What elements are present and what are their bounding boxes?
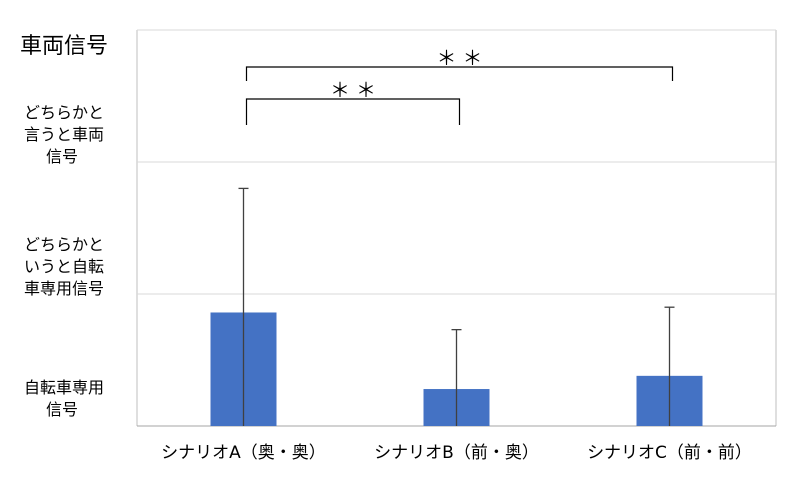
y-tick-label: どちらかというと自転車専用信号: [24, 235, 104, 298]
x-tick-label: シナリオB（前・奥）: [374, 443, 539, 463]
x-tick-labels: シナリオA（奥・奥） シナリオB（前・奥） シナリオC（前・前）: [161, 443, 752, 463]
y-tick-label: どちらかと言うと車両信号: [24, 103, 104, 166]
significance-brackets: ＊＊ ＊＊: [245, 46, 674, 125]
error-bars: [238, 187, 675, 426]
significance-bracket: [245, 98, 461, 125]
significance-bracket: [245, 66, 674, 81]
y-tick-label: 車両信号: [20, 34, 108, 59]
significance-label: ＊＊: [437, 46, 489, 70]
y-tick-label: 自転車専用信号: [24, 378, 104, 419]
x-tick-label: シナリオC（前・前）: [587, 443, 752, 463]
significance-label: ＊＊: [330, 78, 382, 102]
x-tick-label: シナリオA（奥・奥）: [161, 443, 326, 463]
